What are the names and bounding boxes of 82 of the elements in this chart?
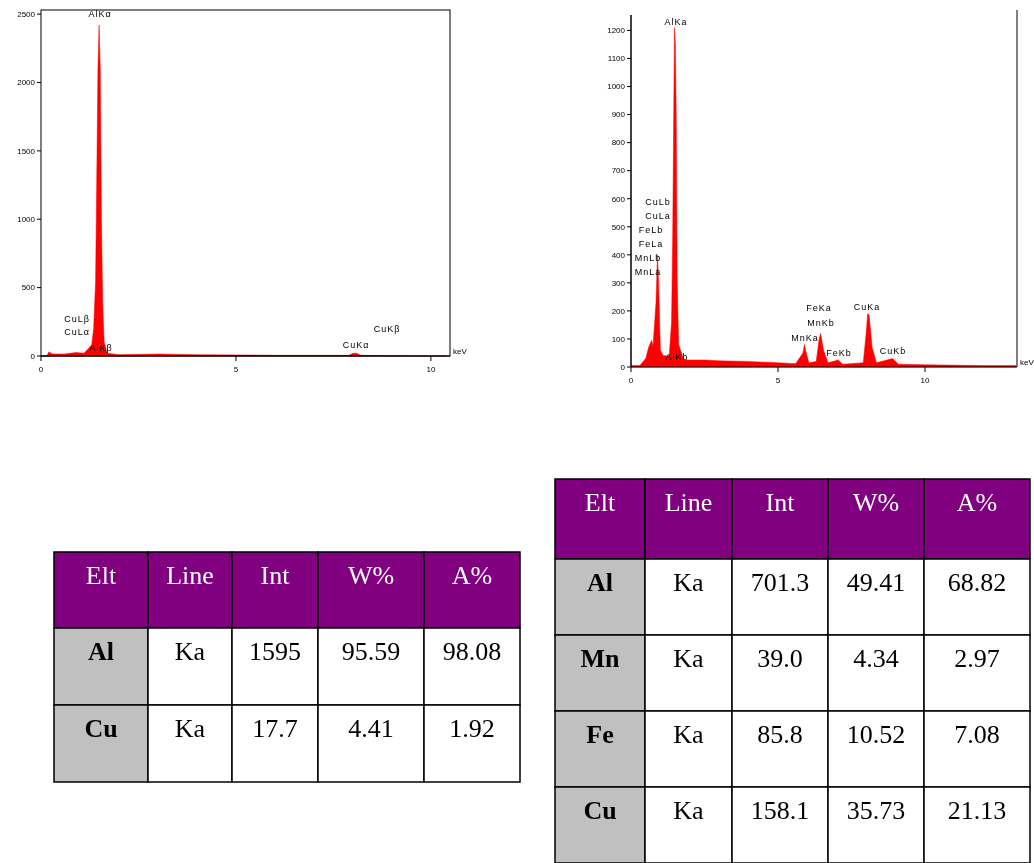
- annotation: CuLα: [64, 327, 90, 337]
- y-tick-label: 1000: [17, 215, 36, 225]
- text: 39.0: [757, 644, 803, 673]
- annotation: AlKα: [88, 9, 112, 19]
- category-label: A%: [451, 561, 493, 590]
- text: 158.1: [750, 796, 810, 825]
- annotation: CuLa: [645, 211, 671, 221]
- y-tick-label: 1100: [607, 54, 626, 64]
- text: Cu: [84, 714, 118, 743]
- y-tick-label: 2000: [17, 78, 36, 88]
- text: Cu: [583, 796, 617, 825]
- category-label: W%: [347, 561, 395, 590]
- category-label: Int: [765, 488, 796, 517]
- category-label: Elt: [85, 561, 117, 590]
- text: 85.8: [757, 720, 803, 749]
- text: Ka: [174, 637, 206, 666]
- y-tick-label: 500: [611, 222, 626, 232]
- annotation: CuKb: [879, 346, 907, 356]
- x-tick-label: 5: [233, 365, 239, 374]
- y-tick-label: 400: [611, 250, 626, 260]
- text: 35.73: [846, 796, 906, 825]
- y-tick-label: 200: [611, 306, 626, 316]
- y-tick-label: 1500: [17, 146, 36, 156]
- y-tick-label: 500: [21, 283, 36, 293]
- annotation: CuKβ: [373, 324, 401, 334]
- text: 21.13: [947, 796, 1007, 825]
- x-tick-label: 10: [426, 365, 436, 374]
- x-axis-title: keV: [453, 347, 468, 356]
- y-tick-label: 600: [611, 194, 626, 204]
- text: Mn: [580, 644, 621, 673]
- text: Ka: [673, 720, 705, 749]
- text: 7.08: [954, 720, 1000, 749]
- annotation: FeLb: [638, 225, 664, 235]
- category-label: Int: [260, 561, 291, 590]
- text: 95.59: [341, 637, 401, 666]
- y-tick-label: 800: [611, 138, 626, 148]
- text: Al: [88, 637, 114, 666]
- text: 4.34: [853, 644, 899, 673]
- category-label: A%: [956, 488, 998, 517]
- text: 49.41: [846, 568, 906, 597]
- text: 701.3: [750, 568, 810, 597]
- annotation: FeLa: [638, 239, 664, 249]
- y-tick-label: 2500: [17, 9, 36, 19]
- text: Ka: [673, 644, 705, 673]
- text: 1.92: [449, 714, 495, 743]
- y-tick-label: 1000: [607, 82, 626, 92]
- text: Fe: [586, 720, 614, 749]
- annotation: AlKa: [664, 17, 688, 27]
- category-label: Elt: [584, 488, 616, 517]
- annotation: CuKa: [853, 302, 881, 312]
- x-tick-label: 10: [920, 376, 930, 385]
- text: 17.7: [252, 714, 298, 743]
- y-tick-label: 100: [611, 334, 626, 344]
- annotation: MnKb: [807, 318, 835, 328]
- annotation: CuLβ: [64, 314, 90, 324]
- y-tick-label: 0: [30, 351, 36, 361]
- annotation: FeKb: [826, 348, 852, 358]
- text: 98.08: [442, 637, 502, 666]
- text: Ka: [673, 568, 705, 597]
- category-label: Line: [664, 488, 713, 517]
- category-label: Line: [166, 561, 214, 590]
- y-tick-label: 700: [611, 166, 626, 176]
- annotation: FeKa: [806, 303, 832, 313]
- category-label: W%: [852, 488, 900, 517]
- y-tick-label: 1200: [607, 26, 626, 36]
- annotation: MnKa: [791, 333, 819, 343]
- text: Al: [587, 568, 613, 597]
- x-axis-title: keV: [1020, 358, 1034, 367]
- x-tick-label: 5: [775, 376, 781, 385]
- annotation: CuKα: [342, 340, 370, 350]
- text: Ka: [174, 714, 206, 743]
- text: Ka: [673, 796, 705, 825]
- annotation: CuLb: [645, 197, 671, 207]
- text: 68.82: [947, 568, 1007, 597]
- text: 4.41: [348, 714, 394, 743]
- x-tick-label: 0: [628, 376, 634, 385]
- text: 10.52: [846, 720, 906, 749]
- y-tick-label: 900: [611, 110, 626, 120]
- text: 2.97: [954, 644, 1000, 673]
- text: 1595: [249, 637, 301, 666]
- x-tick-label: 0: [38, 365, 44, 374]
- y-tick-label: 300: [611, 278, 626, 288]
